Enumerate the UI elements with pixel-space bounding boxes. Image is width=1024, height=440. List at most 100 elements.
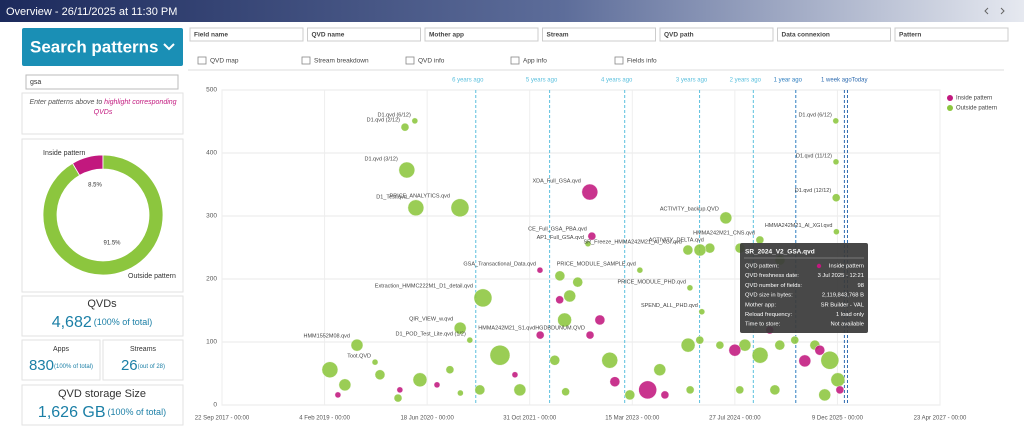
tab-icon[interactable] (405, 56, 415, 65)
data-point[interactable] (831, 193, 841, 202)
data-point[interactable] (350, 338, 364, 352)
data-point[interactable] (572, 276, 583, 288)
filter-label[interactable]: Mother app (429, 32, 464, 39)
filter-label[interactable]: QVD name (312, 32, 345, 39)
filter-label[interactable]: QVD path (664, 32, 694, 39)
filter-label[interactable]: Data connexion (782, 32, 830, 39)
data-point[interactable] (536, 266, 544, 274)
data-point[interactable] (814, 344, 825, 356)
filter-box[interactable] (189, 27, 304, 42)
data-point[interactable] (407, 199, 425, 217)
data-point[interactable] (682, 244, 694, 256)
donut-segment[interactable] (42, 154, 164, 276)
filter-label[interactable]: Field name (194, 32, 228, 39)
data-point[interactable] (321, 361, 339, 378)
tab-label[interactable]: Fields info (627, 58, 657, 65)
data-point[interactable] (563, 289, 576, 303)
data-point[interactable] (704, 242, 716, 254)
data-point[interactable] (371, 358, 379, 366)
data-point[interactable] (334, 391, 342, 399)
data-point[interactable] (433, 381, 441, 389)
filter-label[interactable]: Pattern (899, 32, 921, 39)
data-point[interactable] (832, 158, 840, 166)
data-point[interactable] (686, 284, 694, 292)
data-point[interactable] (755, 235, 765, 245)
data-point[interactable] (774, 339, 785, 351)
data-point[interactable] (790, 335, 799, 345)
data-point[interactable] (715, 340, 725, 350)
search-input[interactable] (25, 74, 179, 90)
tab-icon[interactable] (197, 56, 207, 65)
data-point[interactable] (585, 330, 595, 340)
data-point[interactable] (450, 198, 470, 218)
data-point[interactable] (513, 383, 527, 397)
filter-box[interactable] (307, 27, 421, 42)
nav-arrows[interactable] (984, 7, 1005, 15)
data-point[interactable] (835, 385, 845, 395)
data-point[interactable] (601, 352, 618, 369)
data-point[interactable] (398, 161, 416, 179)
search-query[interactable]: gsa (30, 79, 41, 86)
data-point[interactable] (698, 308, 706, 315)
tab-label[interactable]: QVD map (210, 58, 239, 65)
data-point[interactable] (557, 312, 572, 328)
data-point[interactable] (473, 288, 493, 308)
data-point[interactable] (489, 345, 511, 366)
data-point[interactable] (798, 354, 812, 368)
search-button[interactable] (22, 28, 183, 66)
search-button-label[interactable]: Search patterns (30, 37, 159, 56)
data-point[interactable] (457, 389, 464, 397)
data-point[interactable] (693, 243, 707, 257)
data-point[interactable] (466, 336, 474, 344)
data-point[interactable] (735, 385, 744, 395)
data-point[interactable] (728, 343, 742, 357)
data-point[interactable] (769, 384, 781, 396)
filter-box[interactable] (424, 27, 539, 42)
data-point[interactable] (820, 351, 840, 370)
data-point[interactable] (393, 393, 403, 403)
data-point[interactable] (685, 385, 695, 395)
data-point[interactable] (609, 376, 621, 387)
data-point[interactable] (555, 295, 564, 304)
data-point[interactable] (511, 371, 519, 378)
filter-box[interactable] (659, 27, 774, 42)
data-point[interactable] (636, 266, 644, 274)
data-point[interactable] (396, 386, 404, 394)
data-point[interactable] (832, 117, 839, 125)
data-point[interactable] (594, 314, 606, 326)
tab-label[interactable]: App info (523, 58, 547, 65)
data-point[interactable] (445, 365, 455, 374)
data-point[interactable] (474, 384, 486, 396)
filter-box[interactable] (777, 27, 891, 42)
data-point[interactable] (412, 372, 428, 387)
tab-icon[interactable] (614, 56, 624, 65)
tab-icon[interactable] (510, 56, 520, 65)
data-point[interactable] (581, 183, 599, 201)
tab-label[interactable]: QVD info (418, 58, 445, 65)
data-point[interactable] (561, 387, 570, 396)
data-point[interactable] (751, 347, 769, 364)
data-point[interactable] (830, 372, 846, 387)
data-point[interactable] (338, 378, 352, 392)
filter-box[interactable] (542, 27, 656, 42)
tab-icon[interactable] (301, 56, 311, 65)
data-point[interactable] (818, 388, 831, 402)
data-point[interactable] (680, 337, 696, 353)
data-point[interactable] (587, 231, 597, 241)
data-point[interactable] (584, 240, 592, 247)
data-point[interactable] (653, 363, 666, 376)
data-point[interactable] (624, 389, 636, 401)
data-point[interactable] (535, 330, 545, 340)
data-point[interactable] (695, 335, 704, 345)
data-point[interactable] (374, 369, 386, 380)
data-point[interactable] (719, 211, 733, 225)
data-point[interactable] (453, 321, 467, 335)
data-point[interactable] (638, 380, 657, 400)
data-point[interactable] (400, 122, 410, 132)
data-point[interactable] (554, 270, 566, 282)
filter-box[interactable] (894, 27, 1009, 42)
data-point[interactable] (738, 338, 752, 352)
tab-label[interactable]: Stream breakdown (314, 58, 369, 65)
data-point[interactable] (411, 117, 419, 125)
data-point[interactable] (660, 390, 670, 400)
